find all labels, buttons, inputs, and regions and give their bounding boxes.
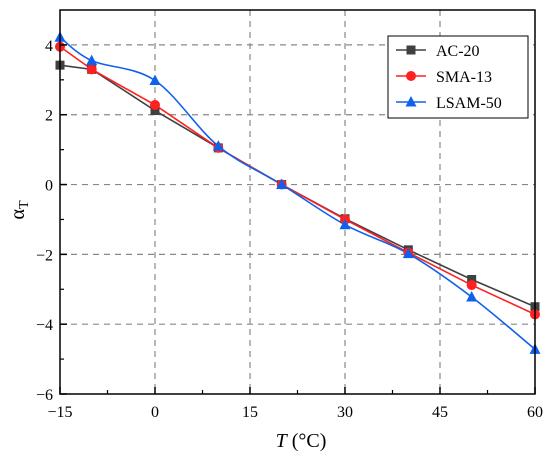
x-axis-label-var: T (276, 430, 289, 452)
x-axis-label-unit: (°C) (287, 430, 327, 452)
axis-ticks (59, 44, 536, 395)
y-axis-label-sub: T (17, 200, 32, 209)
y-tick-label: −4 (36, 317, 53, 334)
data-point-ac-20 (150, 106, 160, 116)
y-tick-label: 4 (45, 38, 53, 55)
x-tick-label: 0 (151, 404, 159, 421)
data-point-lsam-50 (276, 178, 288, 190)
data-point-lsam-50 (149, 74, 161, 86)
data-point-sma-13 (150, 99, 160, 110)
data-point-lsam-50 (212, 140, 224, 151)
tick-labels: −15 0 15 30 45 60 −6 −4 −2 0 2 4 (36, 38, 543, 421)
y-axis-label-main: α (7, 209, 29, 220)
x-axis-label: T (°C) (276, 430, 327, 452)
y-tick-label: −2 (36, 247, 53, 264)
x-tick-label: −15 (47, 404, 72, 421)
data-point-lsam-50 (402, 247, 414, 259)
y-tick-label: 2 (45, 108, 53, 125)
data-point-sma-13 (86, 64, 97, 75)
x-tick-label: 45 (432, 404, 448, 421)
x-tick-label: 15 (242, 404, 258, 421)
x-tick-label: 60 (527, 404, 543, 421)
legend-label-ac-20: AC-20 (436, 43, 480, 60)
y-tick-label: −6 (36, 387, 53, 404)
legend-marker-lsam-50 (405, 96, 417, 107)
y-tick-label: 0 (45, 178, 53, 195)
data-point-lsam-50 (339, 218, 351, 230)
data-point-sma-13 (466, 280, 477, 291)
legend: AC-20 SMA-13 LSAM-50 (387, 35, 529, 119)
data-point-lsam-50 (466, 290, 478, 302)
y-axis-label: αT (7, 200, 32, 219)
data-point-ac-20 (467, 274, 477, 284)
data-point-lsam-50 (86, 54, 98, 66)
legend-label-sma-13: SMA-13 (436, 69, 492, 86)
grid-lines (60, 10, 535, 394)
legend-label-lsam-50: LSAM-50 (436, 95, 502, 112)
legend-marker-ac-20 (406, 45, 416, 55)
legend-marker-sma-13 (406, 71, 416, 81)
x-tick-label: 30 (337, 404, 353, 421)
